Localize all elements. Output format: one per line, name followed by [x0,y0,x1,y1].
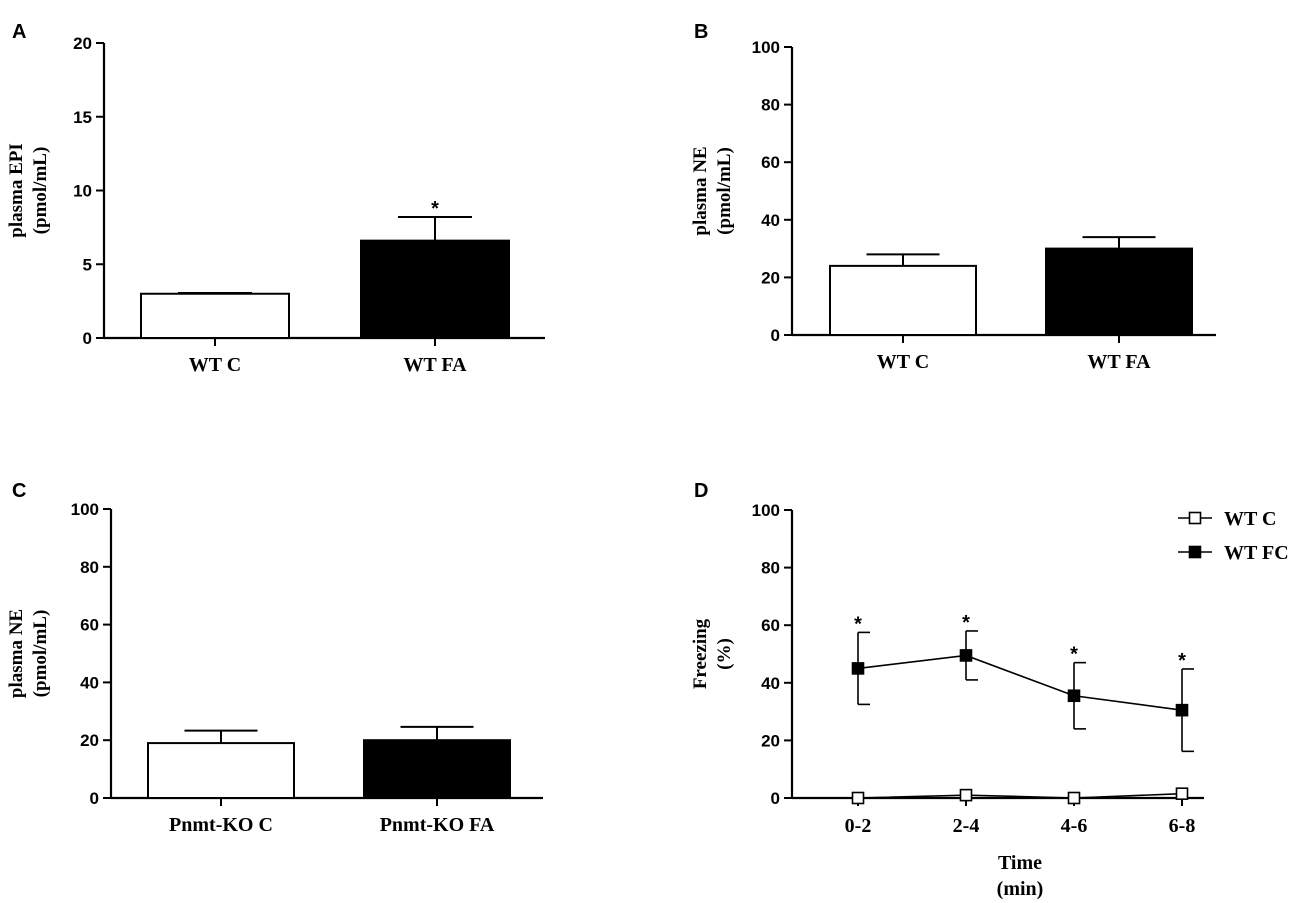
y-axis-label-line1: plasma NE [690,146,711,235]
panel-label-b: B [694,21,708,43]
series-line-2 [857,654,1183,711]
significance-marker: * [1178,650,1186,672]
x-category-label: Pnmt-KO FA [380,814,495,836]
y-axis-label-line2: (pmol/mL) [714,147,735,235]
y-tick-label: 10 [73,182,92,201]
bar-1 [147,742,295,800]
y-axis-label-line1: plasma NE [6,609,27,698]
y-tick-label: 20 [73,34,92,53]
significance-marker: * [962,612,970,634]
y-axis-label-line2: (%) [714,638,735,670]
y-tick-label: 0 [771,326,780,345]
bar-2 [1045,247,1193,337]
x-category-label: 4-6 [1061,815,1088,837]
data-point [959,649,973,662]
y-tick-label: 80 [761,96,780,115]
panel-a: A 0 5 10 15 20 plasma EPI (pmol/mL) WT C WT FA * [6,21,545,376]
panel-label-a: A [12,21,26,43]
y-tick-label: 0 [90,789,99,808]
y-tick-label: 20 [80,731,99,750]
y-tick-label: 20 [761,268,780,287]
panel-c: C 0 20 40 60 80 100 plasma NE (pmol/mL) Pnmt-KO … [6,480,543,836]
panel-d: D 0 20 40 60 80 100 Freezing (%) 0-2 2-4 4-6 6-8 Tim… [690,480,1289,900]
y-tick-label: 40 [761,211,780,230]
legend-label: WT FC [1224,542,1289,564]
significance-marker: * [854,613,862,635]
y-tick-label: 20 [761,731,780,750]
y-tick-label: 15 [73,108,92,127]
legend-marker [1188,545,1202,559]
bar-2 [360,239,510,339]
data-point [1067,791,1081,805]
bar-1 [140,292,290,339]
panel-b: B 0 20 40 60 80 100 plasma NE (pmol/mL) WT C WT F… [690,21,1216,373]
y-tick-label: 0 [83,329,92,348]
bar-2 [363,739,511,800]
x-axis-label-line1: Time [998,852,1042,874]
x-category-label: Pnmt-KO C [169,814,273,836]
x-category-label: 2-4 [953,815,980,837]
y-tick-label: 40 [80,673,99,692]
y-tick-label: 0 [771,789,780,808]
bar-1 [829,264,977,337]
y-axis-label-line1: plasma EPI [6,143,27,238]
y-tick-label: 100 [752,501,780,520]
data-point [1175,703,1189,717]
data-point [959,788,973,802]
x-category-label: 6-8 [1169,815,1196,837]
significance-marker: * [1070,644,1078,666]
x-category-label: WT C [877,351,929,373]
y-tick-label: 60 [761,153,780,172]
y-axis-label-line2: (pmol/mL) [30,610,51,698]
y-tick-label: 60 [80,616,99,635]
x-category-label: WT FA [1087,351,1151,373]
data-point [1067,689,1081,703]
panel-label-c: C [12,480,26,502]
y-tick-label: 40 [761,674,780,693]
legend-label: WT C [1224,508,1276,530]
y-tick-label: 100 [752,38,780,57]
data-point [851,662,865,675]
data-point [851,791,865,805]
x-axis-label-line2: (min) [997,878,1044,900]
x-category-label: WT C [189,354,241,376]
x-category-label: WT FA [403,354,467,376]
x-category-label: 0-2 [845,815,872,837]
y-tick-label: 100 [71,500,99,519]
y-tick-label: 5 [83,255,92,274]
data-point [1175,787,1189,800]
series-line-1 [857,792,1183,799]
y-tick-label: 80 [761,559,780,578]
significance-marker: * [431,198,439,220]
y-axis-label-line2: (pmol/mL) [30,147,51,235]
y-tick-label: 80 [80,558,99,577]
y-tick-label: 60 [761,616,780,635]
y-axis-label-line1: Freezing [690,618,711,689]
panel-label-d: D [694,480,708,502]
legend-marker [1188,511,1202,525]
